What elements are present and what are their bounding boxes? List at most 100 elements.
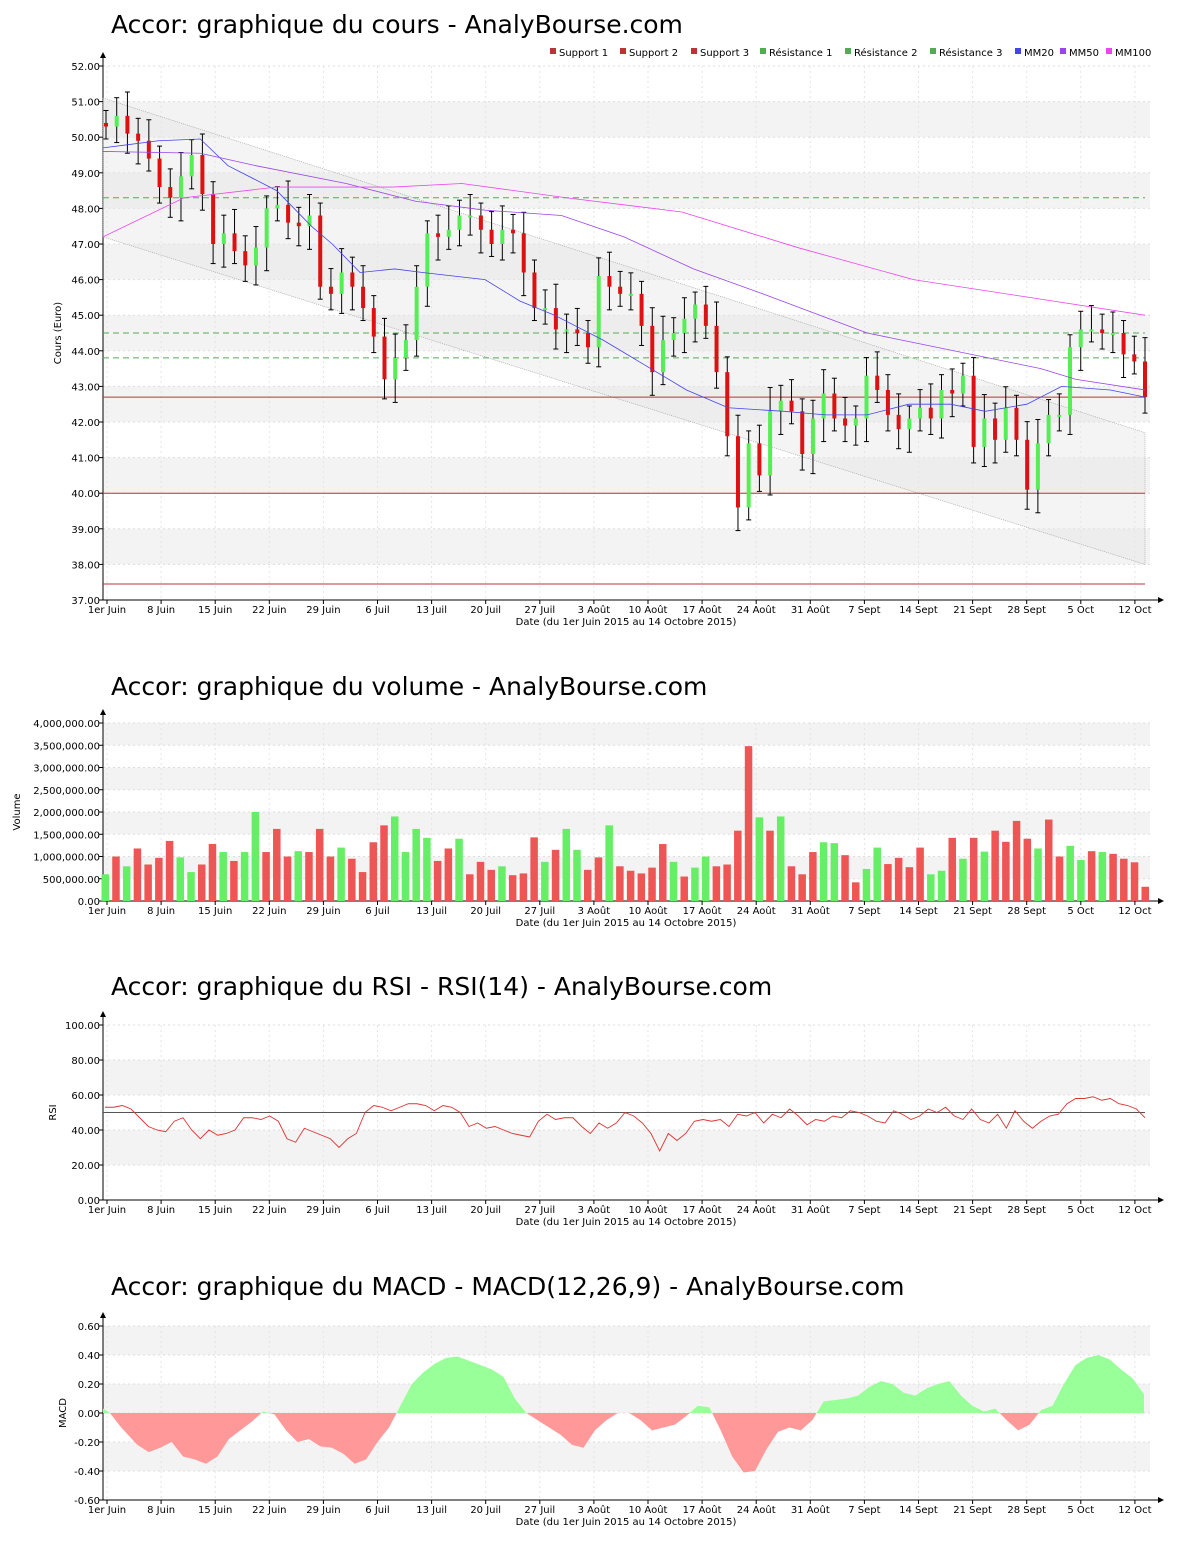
volume-bar [551,849,560,901]
x-tick-label: 12 Oct [1118,906,1151,917]
volume-bar [1077,860,1085,901]
candle-body [928,407,933,419]
x-tick-label: 20 Juil [470,1205,501,1216]
x-tick-label: 7 Sept [848,906,880,917]
y-tick-label: 4,000,000.00 [33,719,100,730]
x-tick-label: 29 Juin [306,605,340,616]
y-axis-arrow [100,709,106,715]
candle-body [907,418,912,430]
x-tick-label: 6 Juil [365,1505,389,1516]
x-tick-label: 24 Août [737,1204,776,1216]
volume-bar [809,852,817,901]
y-axis-arrow [100,1312,106,1318]
volume-bar [1045,819,1053,901]
x-tick-label: 8 Juin [147,1205,175,1216]
volume-bar [165,840,174,901]
y-tick-label: 38.00 [71,560,100,571]
y-tick-label: 51.00 [71,98,100,109]
volume-bar [1087,851,1096,901]
candle-body [307,215,312,227]
volume-bar [380,825,388,901]
y-tick-label: 1,000,000.00 [33,853,100,864]
y-tick-label: 49.00 [71,169,100,180]
x-tick-label: 10 Août [629,1504,668,1516]
candle-body [1046,414,1051,444]
volume-bar [701,856,710,901]
candle-body [800,411,805,455]
y-tick-label: 41.00 [71,454,100,465]
x-tick-label: 8 Juin [147,906,175,917]
candle-body [532,272,537,309]
x-tick-label: 22 Juin [252,906,286,917]
x-tick-label: 10 Août [629,604,668,616]
volume-bar [262,852,270,901]
mm50-line [102,151,1146,391]
candle-body [296,222,301,227]
candle-body [671,333,676,341]
volume-bar [337,847,345,901]
x-tick-label: 14 Sept [899,1505,938,1516]
volume-bar [562,828,571,901]
candle-body [211,194,216,244]
volume-bar [841,855,849,901]
x-tick-label: 13 Juil [416,1505,447,1516]
x-tick-label: 5 Oct [1067,906,1094,917]
candle-body [1078,329,1083,348]
y-tick-label: 45.00 [71,311,100,322]
candle-body [821,393,826,419]
volume-bar [519,873,528,901]
x-tick-label: 1er Juin [88,906,126,917]
candle-body [1068,347,1073,415]
volume-bar [1023,838,1032,901]
candle-body [1121,333,1126,355]
candle-body [693,304,698,319]
volume-bar [594,857,603,901]
candle-body [457,215,462,230]
candle-body [746,443,751,508]
candle-body [178,176,183,198]
volume-bar [219,852,227,901]
volume-bar [723,864,731,901]
volume-bar [273,828,281,901]
candle-body [586,333,591,348]
grid-band [103,1384,1150,1413]
volume-bar [187,872,195,901]
volume-bar [691,867,699,901]
x-tick-label: 31 Août [791,604,830,616]
legend-swatch [845,48,851,54]
x-tick-label: 22 Juin [252,605,286,616]
candle-body [1132,354,1137,362]
candle-body [725,372,730,437]
x-tick-label: 20 Juil [470,1505,501,1516]
macd-positive-area [103,1355,1144,1413]
x-tick-label: 13 Juil [416,605,447,616]
y-tick-label: 500,000.00 [43,875,100,886]
volume-bar [605,825,613,901]
candle-body [843,418,848,426]
candle-body [960,375,965,394]
candle-body [232,233,237,252]
y-tick-label: 0.60 [78,1322,100,1333]
volume-bar [744,746,753,901]
volume-bar [766,830,774,901]
volume-bar [101,874,109,901]
legend-swatch [930,48,936,54]
x-tick-label: 24 Août [737,604,776,616]
x-tick-label: 6 Juil [365,605,389,616]
candle-body [1035,443,1040,490]
candle-body [125,115,130,134]
y-tick-label: 3,000,000.00 [33,764,100,775]
volume-bar [948,837,957,901]
volume-bar [862,868,871,901]
candle-body [596,276,601,348]
volume-bar [830,843,839,901]
candle-body [971,375,976,447]
candle-body [104,122,108,127]
y-tick-label: 48.00 [71,204,100,215]
volume-chart-title: Accor: graphique du volume - AnalyBourse… [111,672,708,701]
legend-swatch [691,48,697,54]
candle-body [511,229,516,234]
candle-body [1143,361,1147,398]
volume-bar [787,866,796,901]
y-tick-label: 0.00 [78,1196,100,1207]
